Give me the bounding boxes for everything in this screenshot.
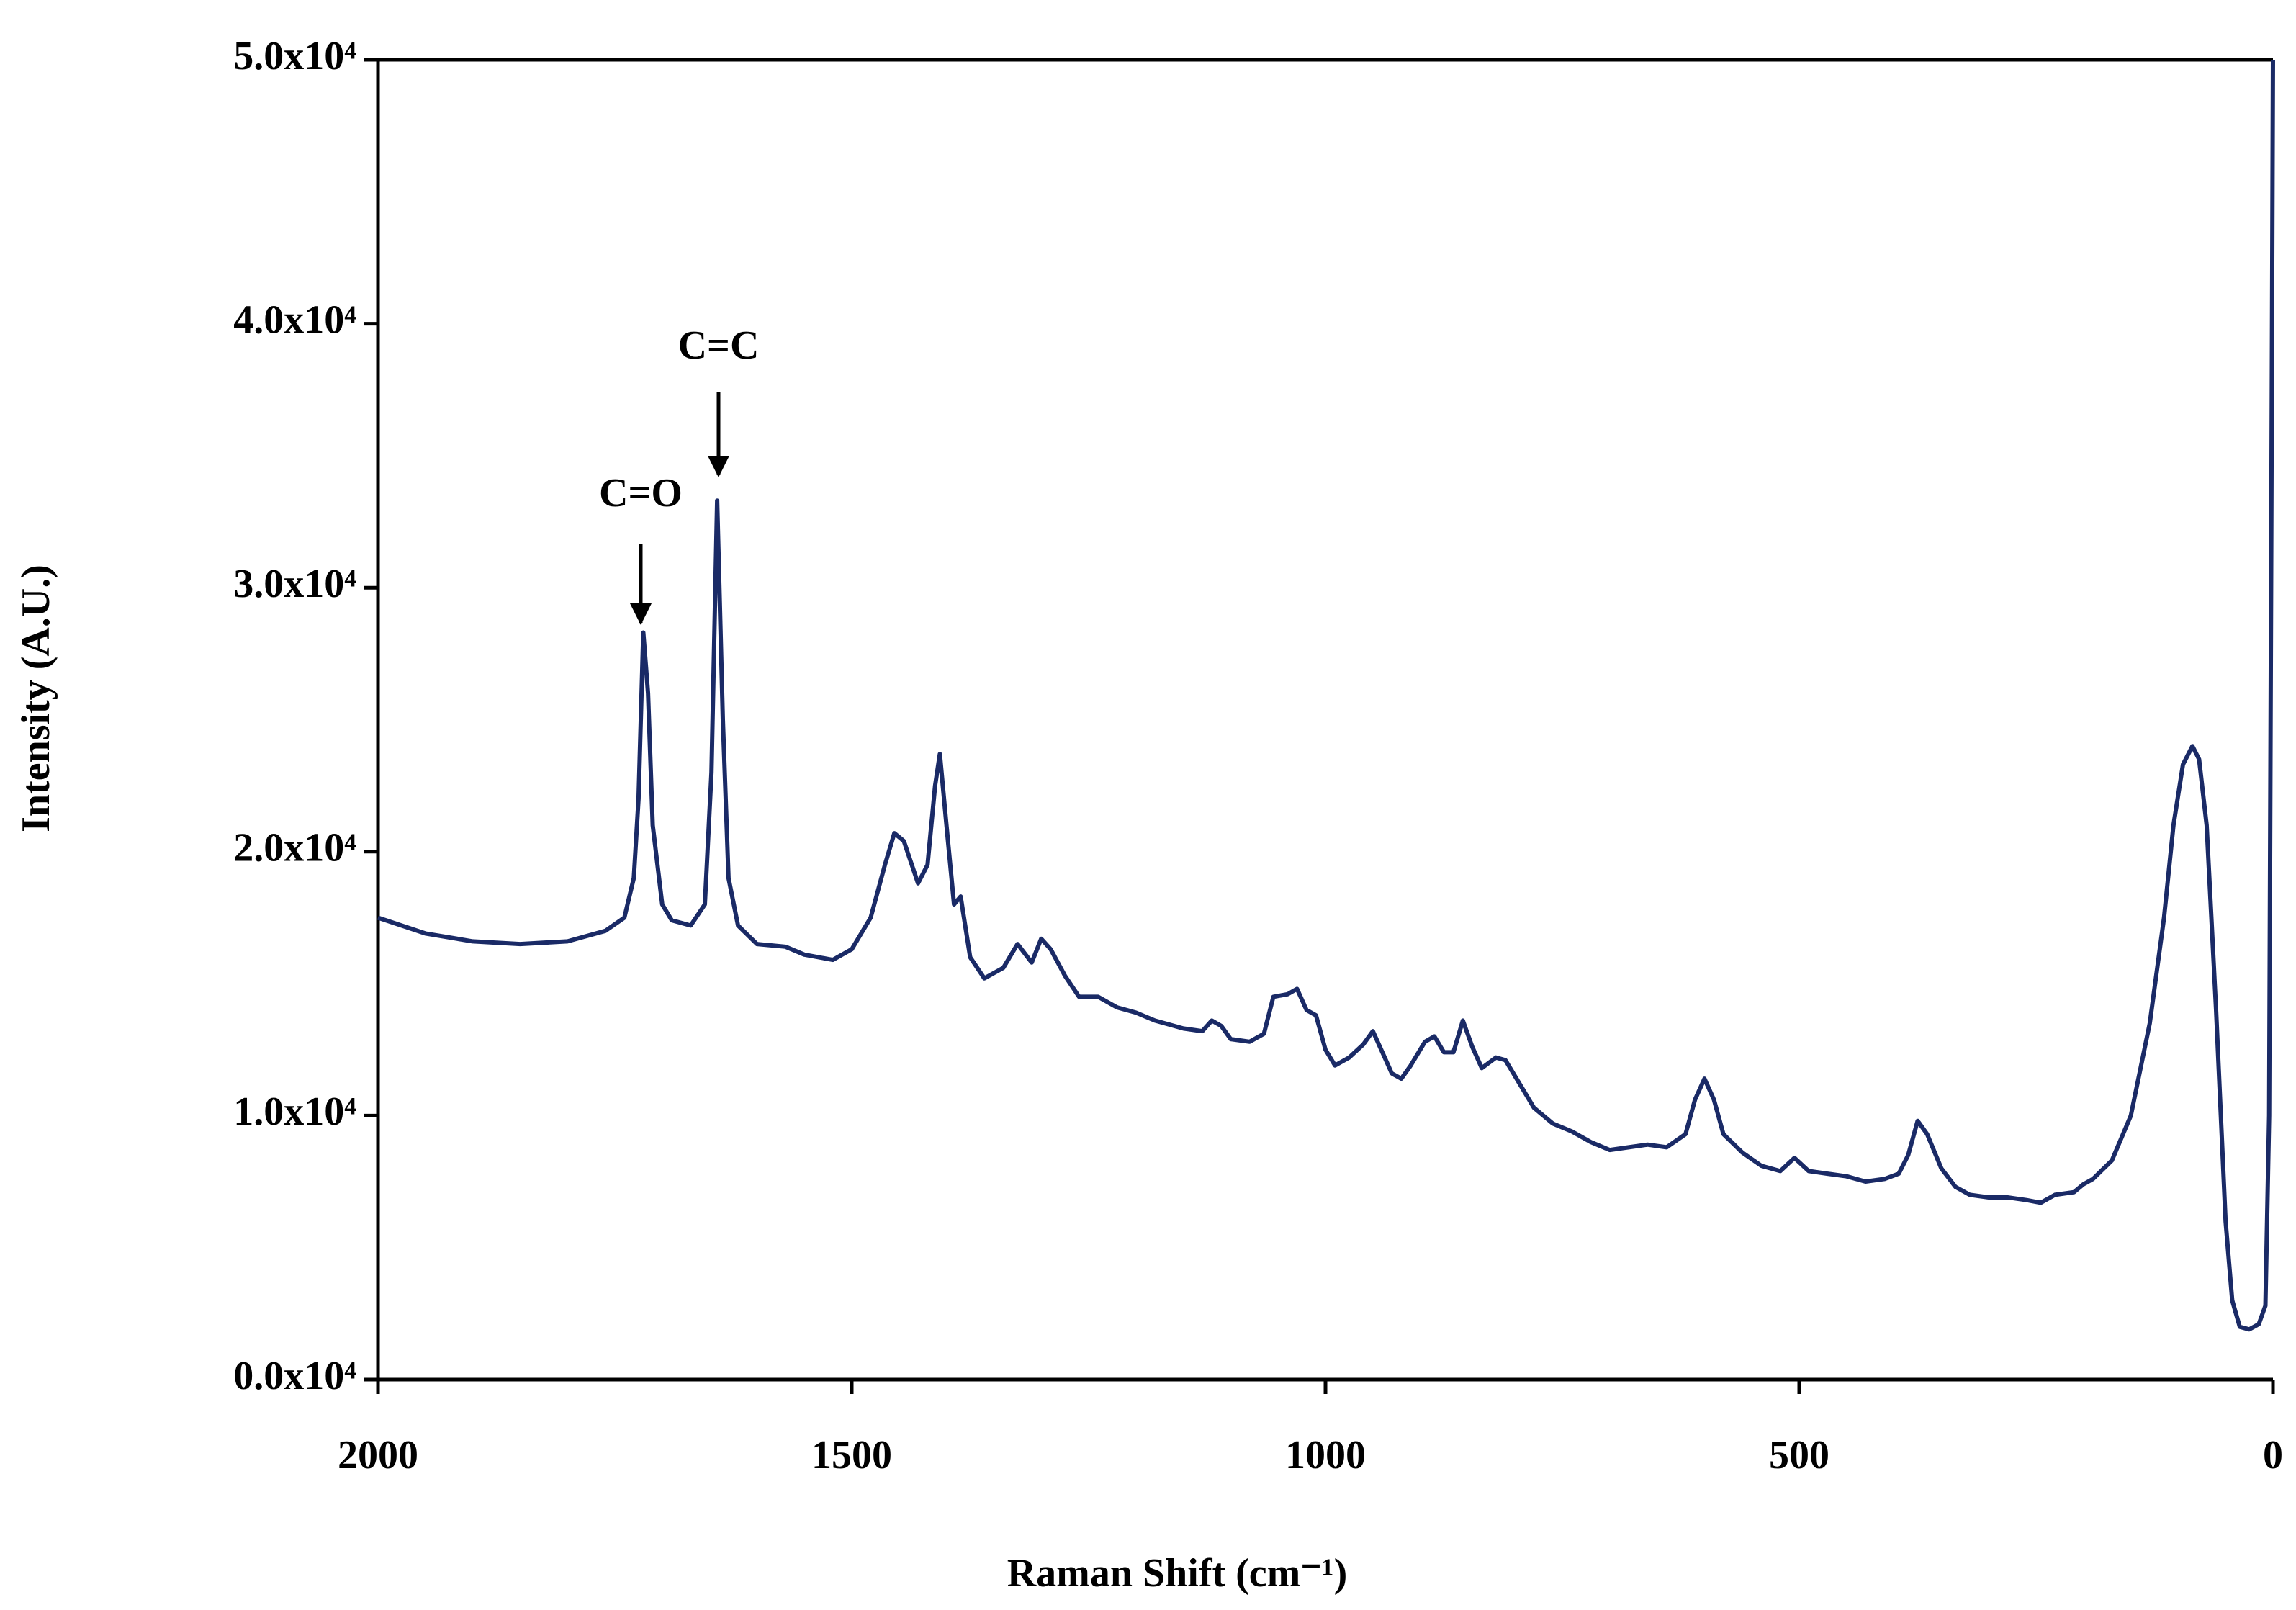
- x-tick-label: 500: [1769, 1433, 1829, 1478]
- y-tick-label: 5.0x10⁴: [233, 34, 356, 78]
- x-tick-label: 1500: [811, 1433, 892, 1478]
- y-tick-label: 4.0x10⁴: [233, 297, 356, 342]
- x-axis-label: Raman Shift (cm⁻¹): [1007, 1551, 1348, 1596]
- x-tick-label: 1000: [1285, 1433, 1366, 1478]
- y-tick-label: 3.0x10⁴: [233, 562, 356, 606]
- y-axis-label: Intensity (A.U.): [14, 565, 58, 832]
- x-tick-label: 2000: [338, 1433, 418, 1478]
- y-tick-label: 2.0x10⁴: [233, 826, 356, 871]
- y-tick-label: 0.0x10⁴: [233, 1354, 356, 1398]
- x-tick-label: 0: [2263, 1433, 2283, 1478]
- annotation: C=C: [678, 323, 760, 368]
- annotation: C=O: [599, 471, 683, 516]
- data-line: [377, 59, 2275, 1332]
- y-tick-label: 1.0x10⁴: [233, 1089, 356, 1134]
